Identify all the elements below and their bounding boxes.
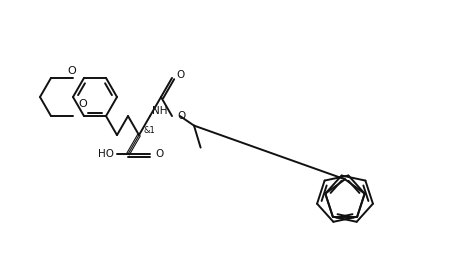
Text: O: O bbox=[155, 149, 163, 159]
Text: O: O bbox=[79, 99, 87, 109]
Text: O: O bbox=[68, 66, 76, 76]
Text: O: O bbox=[176, 70, 184, 80]
Text: &1: &1 bbox=[143, 125, 155, 135]
Text: O: O bbox=[177, 111, 185, 121]
Text: HO: HO bbox=[98, 149, 114, 159]
Text: NH: NH bbox=[152, 106, 168, 116]
